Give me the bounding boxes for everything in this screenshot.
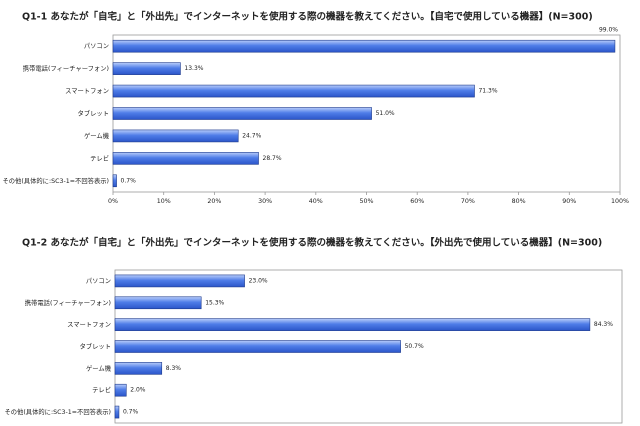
bar [114, 362, 163, 375]
value-label: 71.3% [478, 88, 497, 95]
x-tick-label: 0% [108, 198, 118, 205]
category-label: スマートフォン [65, 87, 109, 95]
category-label: テレビ [90, 153, 109, 162]
chart-title: Q1-1 あなたが「自宅」と「外出先」でインターネットを使用する際の機器を教えて… [22, 11, 593, 23]
x-tick-label: 80% [512, 198, 526, 205]
category-label: タブレット [78, 109, 109, 118]
value-label: 13.3% [184, 65, 203, 72]
x-tick-label: 50% [360, 198, 374, 205]
bar [112, 174, 117, 188]
category-label: その他(具体的に:SC3-1=不回答表示) [4, 407, 111, 416]
category-label: その他(具体的に:SC3-1=不回答表示) [2, 176, 109, 185]
x-tick-label: 70% [461, 198, 475, 205]
x-tick-label: 100% [611, 198, 629, 205]
x-tick-label: 30% [258, 198, 272, 205]
value-label: 51.0% [376, 110, 395, 117]
category-label: テレビ [92, 385, 111, 394]
value-label: 0.7% [123, 409, 139, 416]
category-label: パソコン [86, 277, 111, 285]
bar [112, 62, 181, 75]
value-label: 15.3% [205, 299, 224, 306]
x-tick-label: 60% [410, 198, 424, 205]
bar [114, 296, 202, 310]
bar [114, 318, 591, 331]
category-label: 携帯電話(フィーチャーフォン) [25, 298, 111, 307]
bar [114, 274, 245, 288]
category-label: 携帯電話(フィーチャーフォン) [23, 64, 109, 73]
value-label: 23.0% [249, 277, 268, 284]
bar [112, 129, 239, 143]
bar [114, 340, 401, 353]
x-tick-label: 10% [157, 198, 171, 205]
bar [112, 107, 372, 120]
value-label: 99.0% [599, 27, 618, 34]
category-label: スマートフォン [67, 321, 111, 329]
value-label: 50.7% [405, 343, 424, 350]
value-label: 24.7% [242, 132, 261, 139]
chart-title: Q1-2 あなたが「自宅」と「外出先」でインターネットを使用する際の機器を教えて… [22, 237, 602, 249]
bar [114, 405, 120, 419]
category-label: タブレット [80, 342, 111, 351]
x-tick-label: 20% [207, 198, 221, 205]
value-label: 28.7% [263, 155, 282, 162]
bar [112, 39, 616, 53]
value-label: 84.3% [594, 321, 613, 328]
x-tick-label: 40% [309, 198, 323, 205]
value-label: 8.3% [166, 365, 182, 372]
bar [114, 383, 127, 397]
category-label: ゲーム機 [86, 363, 112, 372]
category-label: パソコン [84, 42, 109, 50]
category-label: ゲーム機 [84, 131, 110, 140]
bar [112, 152, 259, 165]
bar [112, 84, 475, 98]
x-tick-label: 90% [562, 198, 576, 205]
value-label: 2.0% [130, 387, 146, 394]
value-label: 0.7% [121, 177, 137, 184]
